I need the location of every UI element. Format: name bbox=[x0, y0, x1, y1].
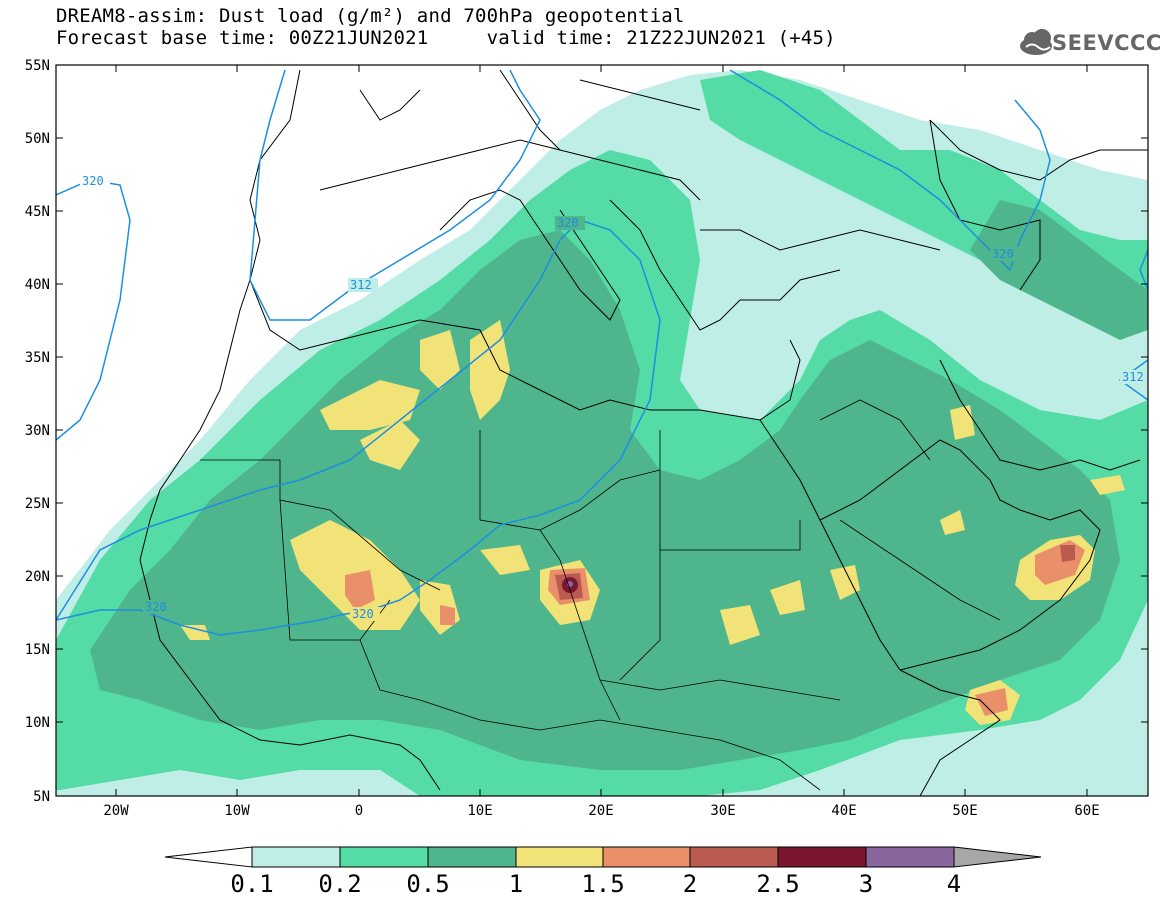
dust-layer-0.5-north bbox=[970, 200, 1148, 340]
lat-ticks bbox=[56, 64, 1148, 723]
lon-labels: 20W 10W 0 10E 20E 30E 40E 50E 60E bbox=[103, 803, 1099, 819]
lon-label: 10E bbox=[467, 803, 492, 819]
colorbar-label: 3 bbox=[859, 870, 873, 898]
map-title: DREAM8-assim: Dust load (g/m²) and 700hP… bbox=[56, 5, 685, 27]
lat-label: 45N bbox=[25, 204, 50, 220]
country-borders bbox=[200, 399, 1001, 791]
contour-label: 320 bbox=[557, 216, 579, 230]
lat-label: 55N bbox=[25, 58, 50, 74]
colorbar bbox=[164, 846, 1042, 868]
lat-label: 30N bbox=[25, 423, 50, 439]
lon-ticks bbox=[115, 65, 1088, 796]
contour-label: 320 bbox=[992, 247, 1014, 261]
colorbar-label: 2 bbox=[683, 870, 697, 898]
colorbar-swatch bbox=[515, 846, 604, 868]
contour-label: 312 bbox=[350, 278, 372, 292]
lon-label: 60E bbox=[1074, 803, 1099, 819]
colorbar-swatch bbox=[777, 846, 867, 868]
lon-label: 50E bbox=[952, 803, 977, 819]
colorbar-low-arrow bbox=[164, 846, 253, 868]
colorbar-swatch bbox=[427, 846, 517, 868]
colorbar-label: 4 bbox=[947, 870, 961, 898]
colorbar-label: 1.5 bbox=[581, 870, 624, 898]
colorbar-label: 2.5 bbox=[756, 870, 799, 898]
lon-label: 30E bbox=[710, 803, 735, 819]
lon-label: 20E bbox=[588, 803, 613, 819]
colorbar-swatch bbox=[339, 846, 429, 868]
colorbar-label: 1 bbox=[509, 870, 523, 898]
contour-labels: 320 312 320 320 320 320 312 bbox=[80, 174, 1148, 621]
forecast-times: Forecast base time: 00Z21JUN2021 valid t… bbox=[56, 27, 836, 49]
dust-layer-0.5 bbox=[90, 230, 1120, 770]
colorbar-swatch bbox=[602, 846, 691, 868]
lon-label: 0 bbox=[355, 803, 363, 819]
contour-label: 320 bbox=[352, 607, 374, 621]
logo-text: SEEVCCC bbox=[1052, 31, 1162, 55]
lat-label: 15N bbox=[25, 642, 50, 658]
lat-label: 20N bbox=[25, 569, 50, 585]
coastlines bbox=[139, 69, 1148, 796]
colorbar-labels: 0.1 0.2 0.5 1 1.5 2 2.5 3 4 bbox=[230, 870, 961, 898]
colorbar-swatch bbox=[251, 846, 341, 868]
contour-label: 320 bbox=[82, 174, 104, 188]
contour-label: 320 bbox=[145, 600, 167, 614]
lat-label: 25N bbox=[25, 496, 50, 512]
lat-label: 40N bbox=[25, 277, 50, 293]
lon-label: 40E bbox=[831, 803, 856, 819]
lat-label: 5N bbox=[33, 789, 50, 805]
lon-label: 10W bbox=[224, 803, 250, 819]
colorbar-swatch bbox=[865, 846, 955, 868]
lat-labels: 55N 50N 45N 40N 35N 30N 25N 20N 15N 10N … bbox=[25, 58, 50, 805]
lon-label: 20W bbox=[103, 803, 129, 819]
lat-label: 50N bbox=[25, 131, 50, 147]
lat-label: 10N bbox=[25, 715, 50, 731]
colorbar-high-arrow bbox=[953, 846, 1042, 868]
colorbar-swatch bbox=[689, 846, 779, 868]
contour-label: 312 bbox=[1122, 370, 1144, 384]
lat-label: 35N bbox=[25, 350, 50, 366]
colorbar-label: 0.2 bbox=[318, 870, 361, 898]
cloud-icon bbox=[1020, 29, 1052, 55]
colorbar-label: 0.5 bbox=[406, 870, 449, 898]
colorbar-label: 0.1 bbox=[230, 870, 273, 898]
